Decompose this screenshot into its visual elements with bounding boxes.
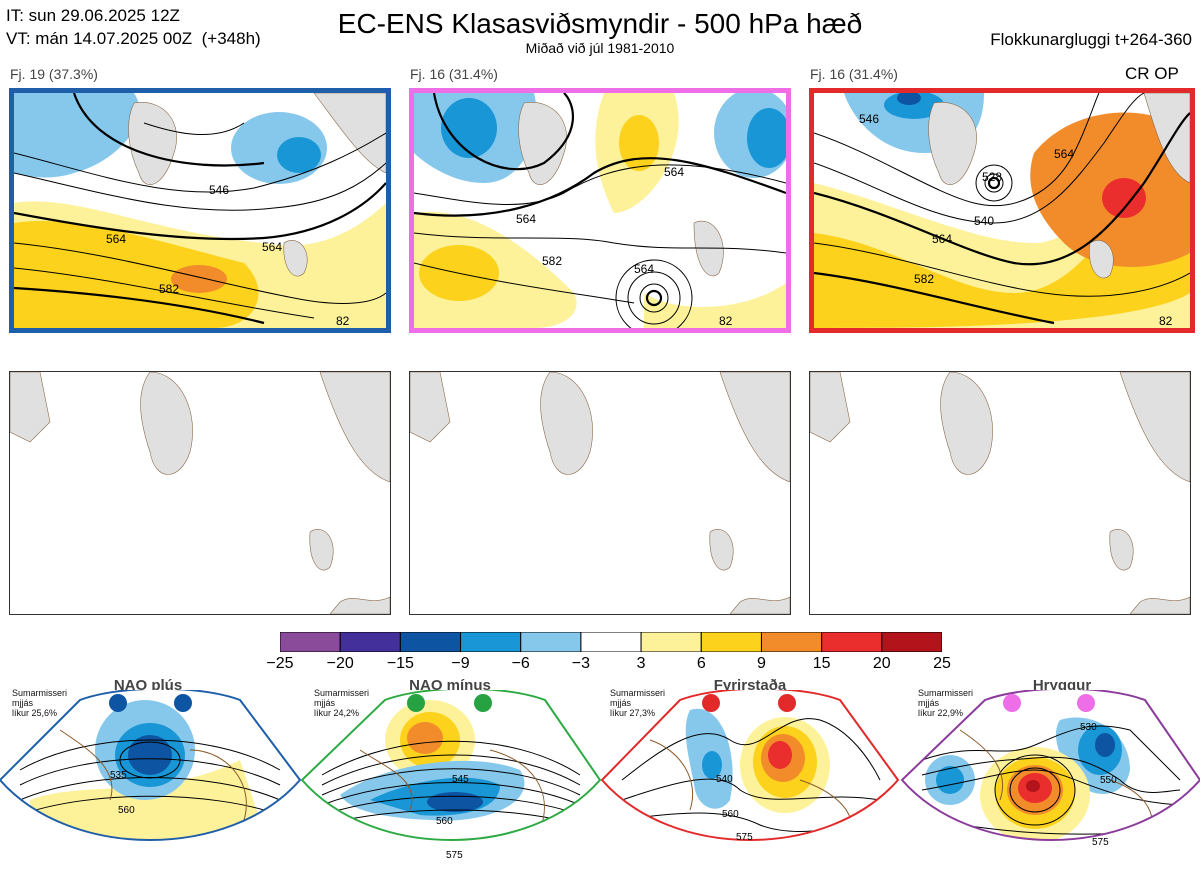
regime-3-dot: [778, 694, 796, 712]
regime-4-dot: [1077, 694, 1095, 712]
regime-4-outline: [900, 690, 1200, 841]
contour-label: 82: [336, 314, 350, 328]
contour-label: 564: [634, 262, 654, 276]
colorbar-tick-label: −20: [326, 655, 354, 672]
colorbar-tick-label: 9: [757, 655, 766, 672]
contour-label: 82: [719, 314, 733, 328]
colorbar-ticks: −25 −20 −15 −9 −6 −3 3 6 9 15 20 25: [0, 655, 1200, 675]
contour-label: 582: [159, 282, 179, 296]
contour-label: 546: [209, 183, 229, 197]
regime-1-info: Sumarmisseri mjjás líkur 25,6%: [12, 688, 68, 718]
colorbar-swatch: [339, 631, 401, 653]
cluster-1-label: Fj. 19 (37.3%): [10, 66, 98, 82]
regime-1-dot: [174, 694, 192, 712]
colorbar-swatch: [279, 631, 341, 653]
colorbar-swatch: [520, 631, 582, 653]
colorbar-tick-label: 25: [933, 655, 951, 672]
contour-label: 528: [982, 170, 1002, 184]
colorbar-swatch: [821, 631, 883, 653]
colorbar: [279, 631, 943, 653]
colorbar-tick-label: 6: [696, 655, 706, 672]
contour-label: 575: [1092, 837, 1109, 848]
regime-2-dot: [474, 694, 492, 712]
contour-label: 564: [1054, 147, 1074, 161]
header-info: IT: sun 29.06.2025 12Z VT: mán 14.07.202…: [6, 4, 261, 50]
regime-3-dot: [702, 694, 720, 712]
cluster-map-1: 546 564 564 582 82: [9, 88, 391, 333]
init-time: IT: sun 29.06.2025 12Z: [6, 6, 180, 25]
colorbar-tick-label: −6: [511, 655, 530, 672]
cluster-map-3: 528 540 546 564 564 582 82: [809, 88, 1195, 333]
regime-4-dot: [1003, 694, 1021, 712]
classification-window: Flokkunargluggi t+264-360: [990, 30, 1192, 49]
colorbar-swatch: [700, 631, 762, 653]
colorbar-tick-label: 20: [872, 655, 891, 672]
colorbar-swatch: [580, 631, 642, 653]
colorbar-swatches: [279, 631, 943, 653]
base-map-3: [809, 371, 1191, 615]
contour-label: 564: [932, 232, 952, 246]
contour-label: 560: [436, 816, 453, 827]
colorbar-swatch: [760, 631, 823, 653]
page-subtitle: Miðað við júl 1981-2010: [525, 40, 675, 56]
regime-1-map: [0, 690, 300, 840]
contour-label: 560: [118, 805, 135, 816]
contour-label: 540: [716, 774, 733, 785]
regime-3-outline: [600, 690, 900, 841]
contour-label: 546: [859, 112, 879, 126]
regime-1-dot: [109, 694, 127, 712]
base-map-1: [9, 371, 391, 615]
regime-1-outline: [0, 690, 302, 841]
contour-label: 582: [542, 254, 562, 268]
colorbar-swatch: [640, 631, 702, 653]
regime-3-map: [602, 690, 898, 840]
colorbar-swatch: [460, 631, 522, 653]
regime-maps: 535 560 545 560 575: [0, 690, 1200, 861]
base-map-2: [409, 371, 791, 615]
valid-time: VT: mán 14.07.2025 00Z (+348h): [6, 29, 261, 48]
colorbar-tick-label: −3: [571, 655, 591, 672]
contour-label: 564: [262, 240, 282, 254]
contour-label: 575: [446, 850, 463, 861]
page-title: EC-ENS Klasasviðsmyndir - 500 hPa hæð: [337, 8, 863, 39]
contour-label: 564: [664, 165, 684, 179]
colorbar-tick-label: −9: [451, 655, 470, 672]
contour-label: 535: [110, 770, 127, 781]
colorbar-tick-label: −25: [266, 655, 294, 672]
regime-4-map: [902, 690, 1200, 840]
regime-2-info: Sumarmisseri mjjás líkur 24,2%: [314, 688, 370, 718]
colorbar-tick-label: 3: [636, 655, 646, 672]
colorbar-swatch: [399, 631, 462, 653]
contour-label: 545: [452, 774, 469, 785]
colorbar-tick-label: −15: [386, 655, 414, 672]
cluster-3-label: Fj. 16 (31.4%): [810, 66, 898, 82]
regime-4-info: Sumarmisseri mjjás líkur 22,9%: [918, 688, 974, 718]
contour-label: 575: [736, 832, 753, 843]
contour-label: 582: [914, 272, 934, 286]
cluster-map-2: 564 564 564 582 82: [409, 88, 791, 333]
cluster-3-tag: CR OP: [1125, 64, 1179, 83]
regime-2-outline: [300, 690, 602, 841]
regime-2-dot: [407, 694, 425, 712]
contour-label: 550: [1100, 775, 1117, 786]
contour-label: 82: [1159, 314, 1173, 328]
contour-label: 564: [106, 232, 126, 246]
contour-label: 564: [516, 212, 536, 226]
contour-label: 560: [722, 809, 739, 820]
colorbar-tick-label: 15: [812, 655, 831, 672]
regime-3-info: Sumarmisseri mjjás líkur 27,3%: [610, 688, 666, 718]
cluster-2-label: Fj. 16 (31.4%): [410, 66, 498, 82]
contour-label: 530: [1080, 722, 1097, 733]
colorbar-swatch: [881, 631, 943, 653]
contour-label: 540: [974, 214, 994, 228]
